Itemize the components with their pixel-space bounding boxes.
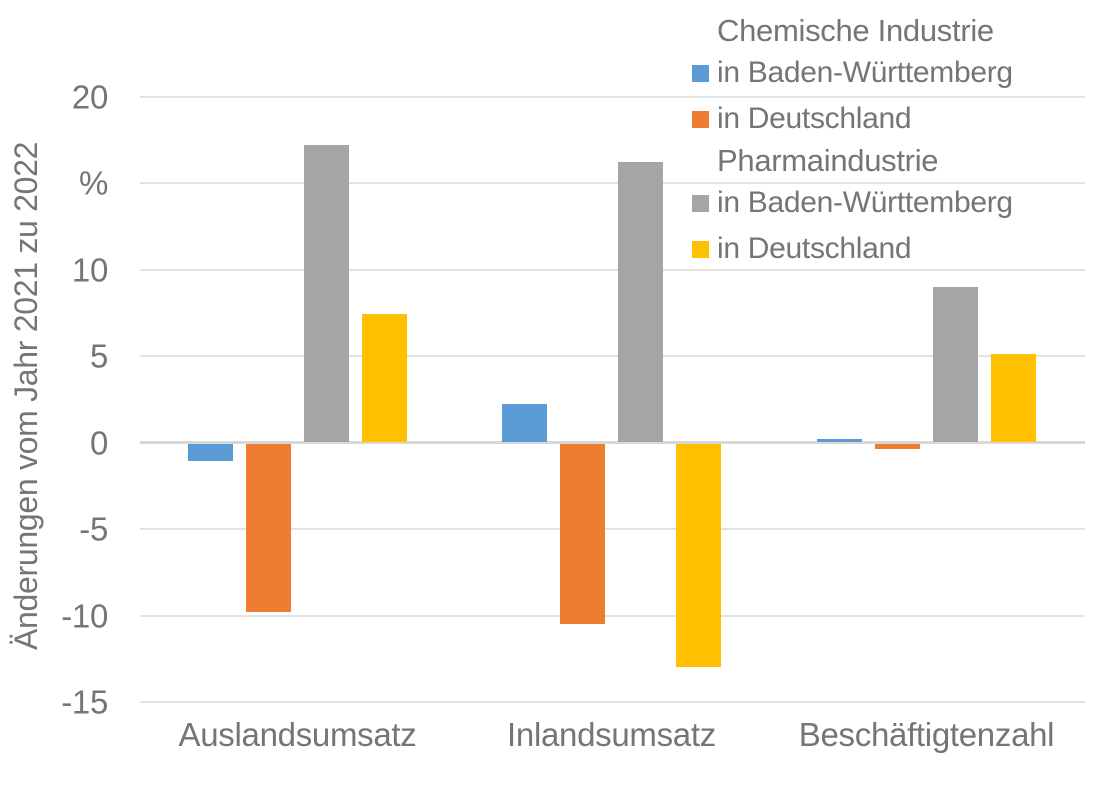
legend-item-label: in Deutschland	[717, 102, 912, 135]
y-tick-label-20: 20	[71, 78, 108, 115]
legend-item-label: in Baden-Württemberg	[717, 56, 1013, 89]
gridline-5	[140, 355, 1085, 357]
x-category-label-auslandsumsatz: Auslandsumsatz	[178, 716, 417, 753]
bar-pharmaindustrie-in-baden-w-rttemberg-inlandsumsatz	[618, 162, 663, 443]
y-tick-label--15: -15	[61, 683, 108, 721]
bar-chemische-industrie-in-deutschland-besch-ftigtenzahl	[875, 444, 920, 450]
legend-group-title-pharmaindustrie: Pharmaindustrie	[717, 143, 939, 178]
x-category-label-inlandsumsatz: Inlandsumsatz	[507, 716, 716, 753]
y-tick-label-0: 0	[89, 424, 108, 461]
legend-item-pharmaindustrie-in-baden-w-rttemberg: in Baden-Württemberg	[692, 180, 1013, 226]
gridline--5	[140, 528, 1085, 530]
bar-pharmaindustrie-in-baden-w-rttemberg-besch-ftigtenzahl	[933, 286, 978, 443]
legend-swatch-chemische-industrie-in-deutschland	[692, 110, 709, 128]
x-category-label-besch-ftigtenzahl: Beschäftigtenzahl	[798, 716, 1055, 753]
legend-group-title-chemische-industrie: Chemische Industrie	[717, 13, 994, 48]
bar-chemische-industrie-in-baden-w-rttemberg-besch-ftigtenzahl	[817, 439, 862, 443]
legend-swatch-pharmaindustrie-in-deutschland	[692, 240, 709, 258]
legend-item-chemische-industrie-in-deutschland: in Deutschland	[692, 96, 1013, 142]
gridline--10	[140, 614, 1085, 617]
y-tick-label--5: -5	[79, 510, 108, 548]
y-tick-label-5: 5	[89, 337, 108, 375]
gridline-20	[140, 95, 1085, 98]
bar-chemische-industrie-in-deutschland-inlandsumsatz	[560, 444, 605, 624]
legend-item-pharmaindustrie-in-deutschland: in Deutschland	[692, 226, 1013, 272]
gridline-15	[140, 182, 1085, 184]
bar-pharmaindustrie-in-deutschland-inlandsumsatz	[676, 444, 721, 668]
y-tick-label--10: -10	[61, 597, 108, 634]
bar-pharmaindustrie-in-deutschland-auslandsumsatz	[362, 314, 407, 443]
bar-chemische-industrie-in-baden-w-rttemberg-inlandsumsatz	[502, 404, 547, 443]
legend-item-label: in Baden-Württemberg	[717, 186, 1013, 219]
bar-chemische-industrie-in-baden-w-rttemberg-auslandsumsatz	[188, 444, 233, 462]
legend-swatch-chemische-industrie-in-baden-w-rttemberg	[692, 64, 709, 82]
gridline--15	[140, 701, 1085, 703]
bar-chemische-industrie-in-deutschland-auslandsumsatz	[246, 444, 291, 612]
bar-pharmaindustrie-in-baden-w-rttemberg-auslandsumsatz	[304, 144, 349, 443]
x-axis-zero-line	[140, 441, 1085, 444]
legend-item-label: in Deutschland	[717, 232, 912, 265]
bar-pharmaindustrie-in-deutschland-besch-ftigtenzahl	[991, 354, 1036, 443]
y-tick-label-10: 10	[71, 251, 108, 288]
y-axis-unit-label: %	[78, 164, 108, 202]
legend: Chemische Industrie in Baden-Württemberg i…	[692, 12, 1013, 272]
legend-item-chemische-industrie-in-baden-w-rttemberg: in Baden-Württemberg	[692, 50, 1013, 96]
legend-swatch-pharmaindustrie-in-baden-w-rttemberg	[692, 194, 709, 212]
gridline-10	[140, 268, 1085, 271]
